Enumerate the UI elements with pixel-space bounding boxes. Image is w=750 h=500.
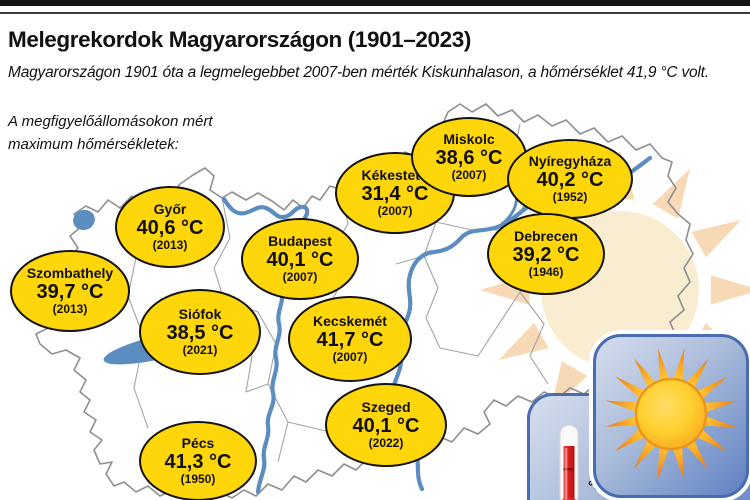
sun-icon: [605, 348, 737, 480]
station-city: Nyíregyháza: [528, 153, 612, 169]
station-bubble: Nyíregyháza 40,2 °C (1952): [507, 139, 633, 219]
station-bubble: Győr 40,6 °C (2013): [115, 186, 225, 268]
station-temperature: 41,3 °C: [164, 451, 232, 473]
station-temperature: 38,5 °C: [166, 322, 234, 344]
page-title: Melegrekordok Magyarországon (1901–2023): [8, 27, 471, 52]
station-year: (2022): [368, 436, 404, 450]
station-temperature: 38,6 °C: [435, 147, 503, 169]
station-city: Budapest: [268, 233, 332, 249]
station-city: Debrecen: [514, 228, 578, 244]
station-year: (2007): [282, 270, 318, 284]
station-bubble: Budapest 40,1 °C (2007): [241, 218, 359, 300]
station-year: (1952): [552, 190, 588, 204]
station-city: Győr: [153, 201, 187, 217]
station-bubble: Szeged 40,1 °C (2022): [325, 383, 447, 467]
station-bubble: Siófok 38,5 °C (2021): [139, 289, 261, 375]
top-border-bar: [0, 0, 750, 6]
station-bubble: Szombathely 39,7 °C (2013): [10, 250, 130, 332]
station-city: Siófok: [178, 306, 222, 322]
station-bubble: Debrecen 39,2 °C (1946): [487, 213, 605, 295]
station-year: (1946): [528, 265, 564, 279]
station-year: (2007): [332, 350, 368, 364]
note-line-2: maximum hőmérsékletek:: [8, 136, 179, 153]
station-city: Kecskemét: [313, 313, 387, 329]
station-temperature: 41,7 °C: [316, 329, 384, 351]
station-city: Szeged: [361, 399, 411, 415]
station-year: (2007): [451, 168, 487, 182]
station-city: Kékestető: [361, 167, 429, 183]
station-year: (2021): [182, 343, 218, 357]
note-text: A megfigyelőállomásokon mért maximum hőm…: [8, 110, 213, 156]
station-bubble: Pécs 41,3 °C (1950): [139, 421, 257, 500]
station-year: (1950): [180, 472, 216, 486]
sun-card: [593, 334, 749, 498]
station-temperature: 39,7 °C: [36, 281, 104, 303]
station-bubble: Kecskemét 41,7 °C (2007): [288, 296, 412, 382]
lake-ferto: [73, 209, 95, 231]
station-temperature: 40,1 °C: [266, 249, 334, 271]
note-line-1: A megfigyelőállomásokon mért: [8, 113, 213, 130]
station-year: (2007): [377, 204, 413, 218]
station-city: Szombathely: [26, 265, 114, 281]
station-temperature: 40,6 °C: [136, 217, 204, 239]
top-divider-line: [0, 12, 750, 14]
station-year: (2013): [52, 302, 88, 316]
subtitle: Magyarországon 1901 óta a legmelegebbet …: [8, 64, 709, 81]
station-temperature: 40,2 °C: [536, 169, 604, 191]
station-temperature: 31,4 °C: [361, 183, 429, 205]
station-temperature: 39,2 °C: [512, 244, 580, 266]
station-city: Pécs: [181, 435, 215, 451]
station-city: Miskolc: [443, 131, 495, 147]
station-temperature: 40,1 °C: [352, 415, 420, 437]
station-year: (2013): [152, 238, 188, 252]
